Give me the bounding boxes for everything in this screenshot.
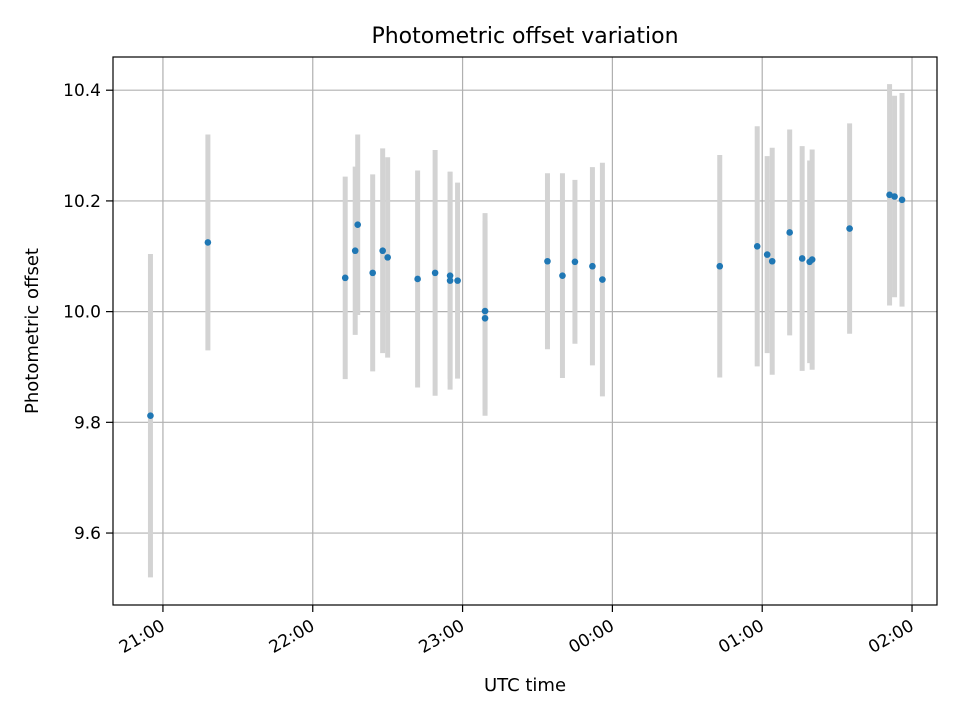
data-point: [481, 314, 489, 322]
data-point: [446, 277, 454, 284]
data-point: [414, 275, 421, 283]
data-point: [571, 258, 579, 266]
y-axis-label: Photometric offset: [22, 248, 43, 414]
data-point: [446, 272, 454, 279]
data-point: [384, 254, 391, 261]
y-tick-label: 9.6: [74, 524, 101, 544]
data-point: [454, 277, 461, 284]
data-point: [716, 262, 724, 270]
data-point: [589, 262, 596, 270]
data-point: [379, 247, 386, 255]
data-point: [898, 196, 906, 204]
data-point: [431, 269, 439, 277]
data-point: [204, 239, 212, 246]
x-axis-label: UTC time: [484, 675, 566, 696]
data-point: [768, 257, 776, 265]
data-point: [544, 257, 551, 265]
data-point: [559, 272, 566, 279]
data-point: [846, 225, 853, 232]
data-point: [147, 412, 154, 419]
data-point: [481, 307, 489, 315]
data-point: [354, 221, 362, 229]
data-point: [351, 247, 359, 255]
data-point: [786, 229, 793, 236]
y-tick-label: 10.4: [63, 81, 101, 101]
plot-frame: [112, 56, 938, 606]
y-tick-label: 10.0: [63, 303, 101, 323]
data-point: [763, 251, 771, 258]
data-point: [753, 243, 761, 250]
data-point: [886, 191, 893, 199]
y-tick-label: 10.2: [63, 192, 101, 212]
y-tick-label: 9.8: [74, 413, 101, 433]
chart-title: Photometric offset variation: [371, 24, 678, 49]
data-point: [808, 256, 816, 263]
data-point: [891, 193, 898, 200]
data-point: [369, 269, 376, 277]
data-point: [341, 274, 349, 282]
data-points: [147, 191, 906, 419]
data-point: [798, 255, 806, 262]
data-point: [599, 276, 606, 283]
